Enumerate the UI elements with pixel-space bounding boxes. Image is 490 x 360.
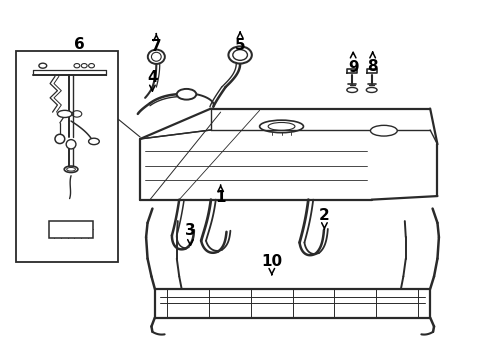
- Ellipse shape: [228, 46, 252, 64]
- Text: 8: 8: [368, 52, 378, 74]
- Ellipse shape: [57, 111, 72, 117]
- Ellipse shape: [148, 50, 165, 64]
- Ellipse shape: [55, 134, 65, 144]
- Ellipse shape: [370, 125, 397, 136]
- Ellipse shape: [177, 89, 196, 100]
- Ellipse shape: [39, 63, 47, 68]
- Text: 10: 10: [261, 254, 282, 275]
- Bar: [49, 221, 93, 238]
- Text: 7: 7: [151, 34, 162, 54]
- Ellipse shape: [64, 166, 78, 172]
- Ellipse shape: [66, 140, 76, 149]
- Text: 9: 9: [348, 52, 359, 75]
- Text: 1: 1: [216, 185, 226, 205]
- Text: 4: 4: [147, 69, 158, 91]
- Ellipse shape: [89, 138, 99, 145]
- Text: 5: 5: [235, 32, 245, 53]
- Text: 6: 6: [74, 37, 85, 52]
- Text: 2: 2: [319, 208, 330, 229]
- Bar: [16, 51, 118, 262]
- Text: 3: 3: [185, 223, 196, 245]
